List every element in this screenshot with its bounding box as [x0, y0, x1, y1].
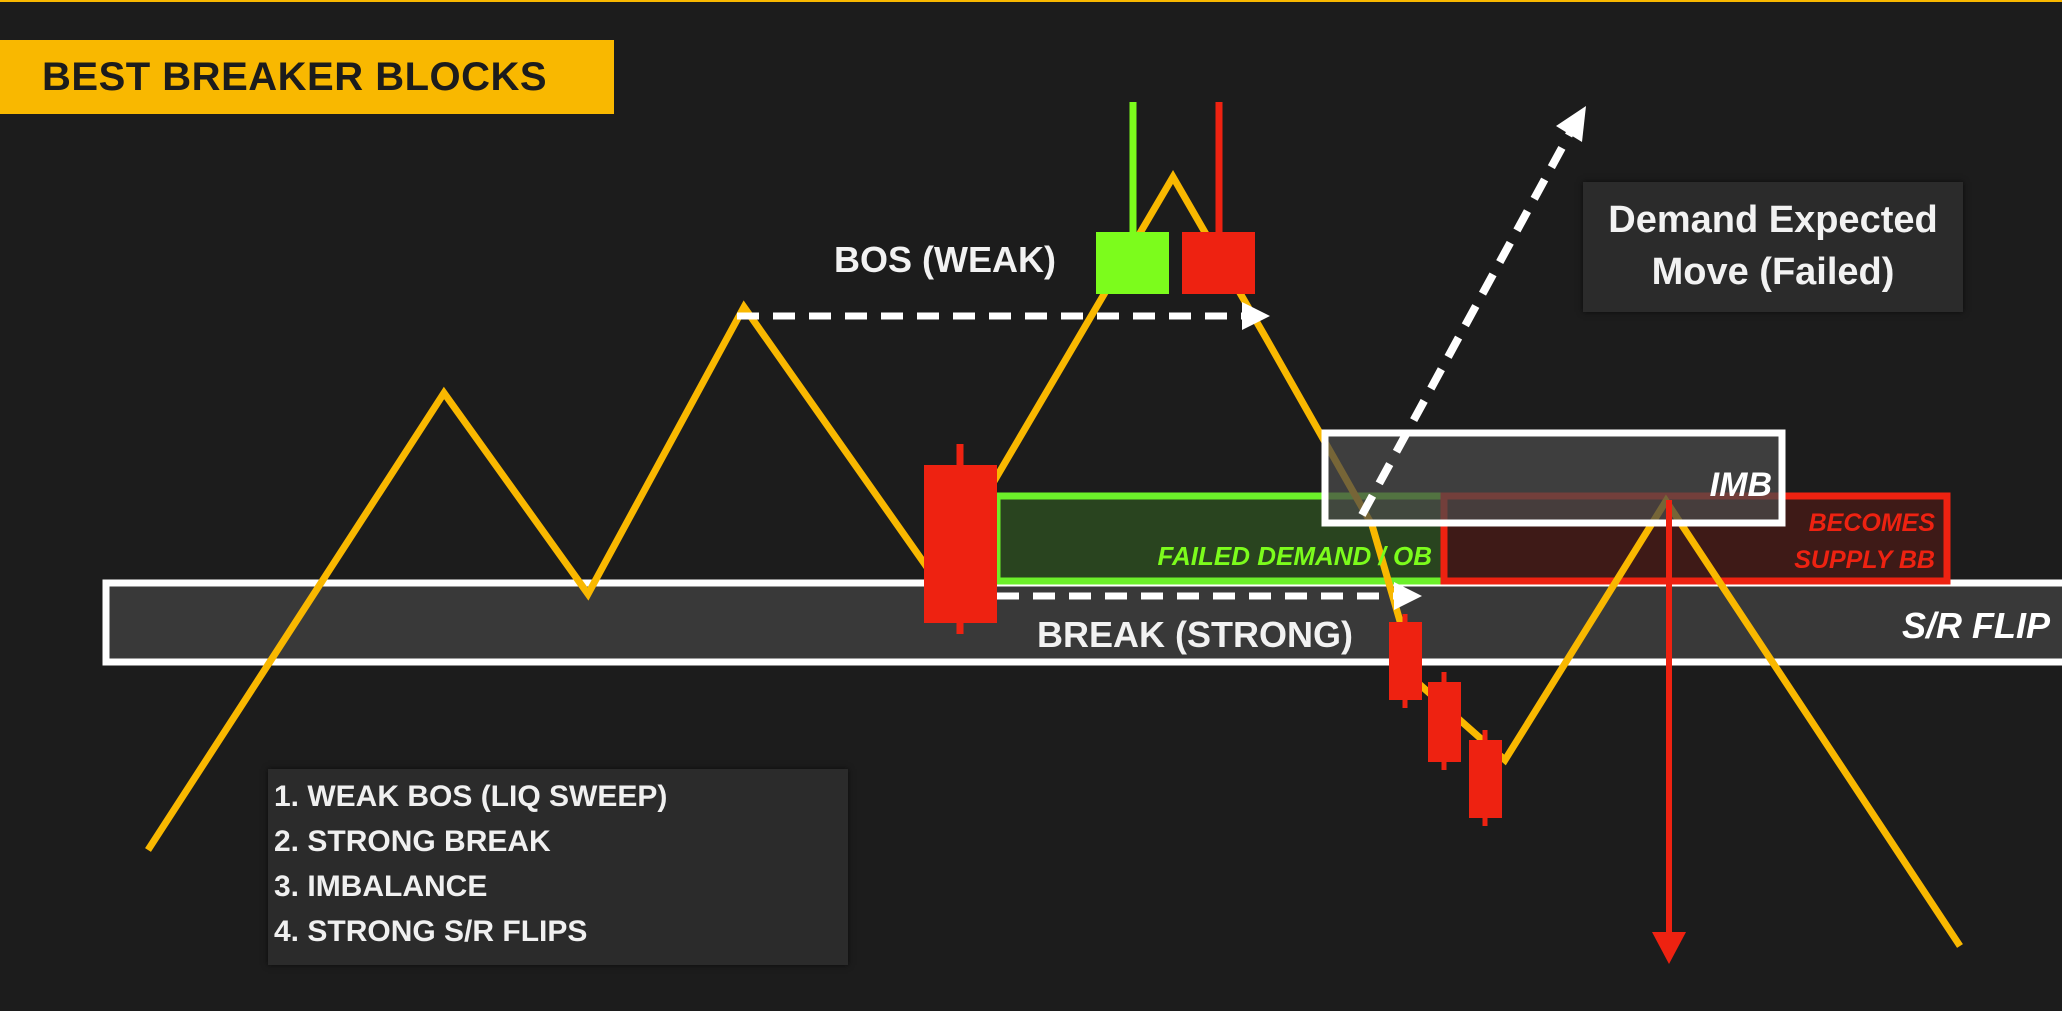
becomes-label-line2: SUPPLY BB — [1794, 546, 1935, 574]
expected-move-arrow — [1358, 131, 1574, 517]
expected-move-line1: Demand Expected — [1608, 199, 1938, 241]
break-candle-red — [924, 444, 997, 634]
sr-flip-label: S/R FLIP — [1902, 605, 2051, 646]
list-item: 3. IMBALANCE — [274, 870, 488, 903]
supply-bb-zone — [1440, 492, 1951, 585]
becomes-label-line1: BECOMES — [1809, 509, 1936, 537]
drop-candle-2 — [1428, 672, 1461, 770]
bos-weak-label: BOS (WEAK) — [834, 239, 1056, 280]
expected-move-arrowhead — [1556, 106, 1586, 142]
page-title: BEST BREAKER BLOCKS — [42, 55, 548, 99]
criteria-list-panel: 1. WEAK BOS (LIQ SWEEP) 2. STRONG BREAK … — [268, 769, 848, 965]
title-banner: BEST BREAKER BLOCKS — [0, 40, 614, 114]
list-item: 1. WEAK BOS (LIQ SWEEP) — [274, 780, 668, 813]
drop-candle-1 — [1389, 614, 1422, 708]
expected-move-line2: Move (Failed) — [1651, 251, 1895, 293]
expected-move-panel: Demand Expected Move (Failed) — [1583, 182, 1963, 312]
drop-candle-3 — [1469, 730, 1502, 826]
list-item: 4. STRONG S/R FLIPS — [274, 915, 588, 948]
list-item: 2. STRONG BREAK — [274, 825, 551, 858]
bos-candle-green — [1096, 102, 1169, 294]
bos-candle-red — [1182, 102, 1255, 294]
imb-label: IMB — [1710, 466, 1772, 504]
break-strong-arrowhead — [1394, 582, 1422, 610]
drop-arrowhead — [1652, 932, 1686, 964]
failed-demand-label: FAILED DEMAND / OB — [1158, 541, 1432, 571]
bos-weak-arrowhead — [1242, 302, 1270, 330]
break-strong-label: BREAK (STRONG) — [1037, 614, 1353, 655]
